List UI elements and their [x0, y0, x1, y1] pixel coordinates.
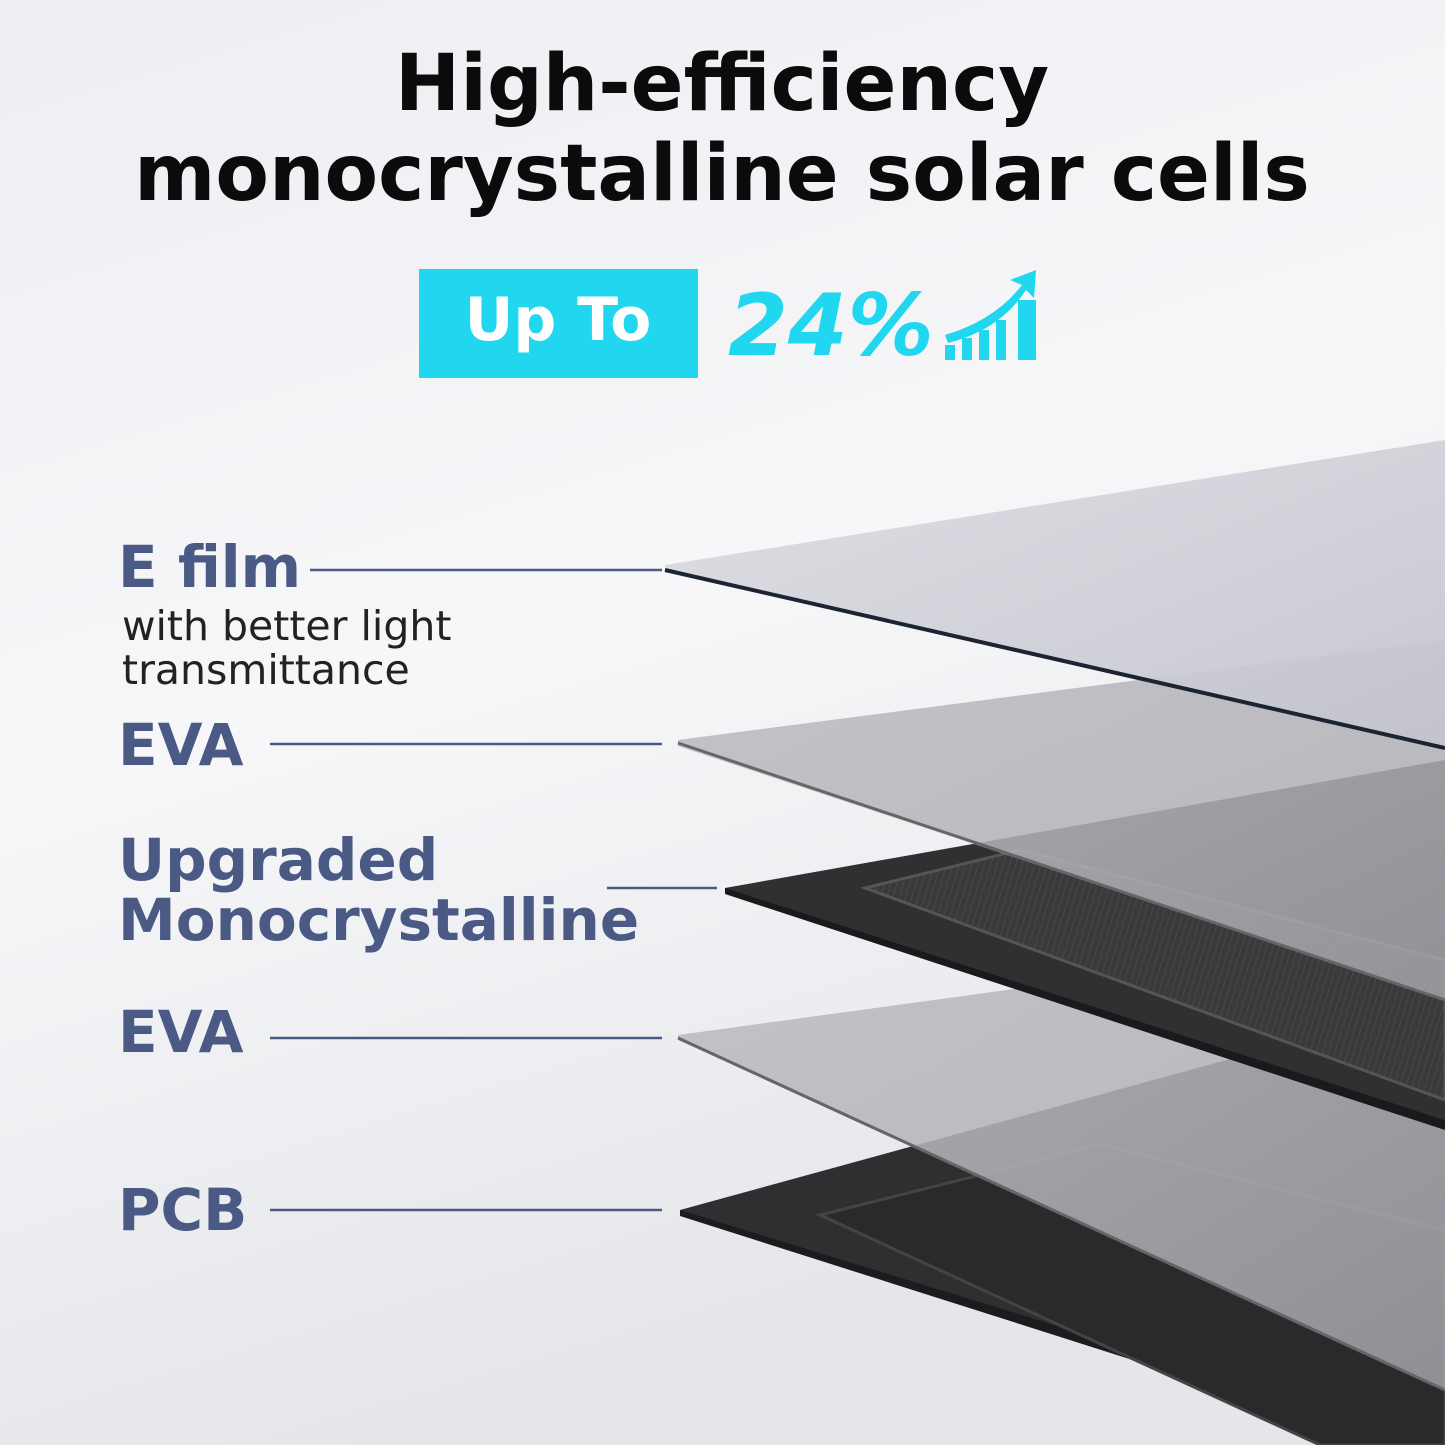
layer-label: PCB [118, 1176, 247, 1244]
badge-value: 24% [728, 276, 934, 376]
title-line: monocrystalline solar cells [134, 129, 1310, 219]
layer-label: E film [118, 533, 301, 601]
layer-label: Upgraded [118, 826, 438, 894]
layer-description: with better light [122, 602, 451, 650]
badge-label: Up To [465, 285, 652, 355]
layer-label: EVA [118, 998, 244, 1066]
layer-label: EVA [118, 711, 244, 779]
badge-box [419, 269, 698, 378]
growth-icon [945, 270, 1036, 360]
layer-label: Monocrystalline [118, 886, 639, 954]
layer-stack [664, 440, 1445, 1445]
title-line: High-efficiency [395, 39, 1049, 129]
layer-description: transmittance [122, 646, 410, 694]
